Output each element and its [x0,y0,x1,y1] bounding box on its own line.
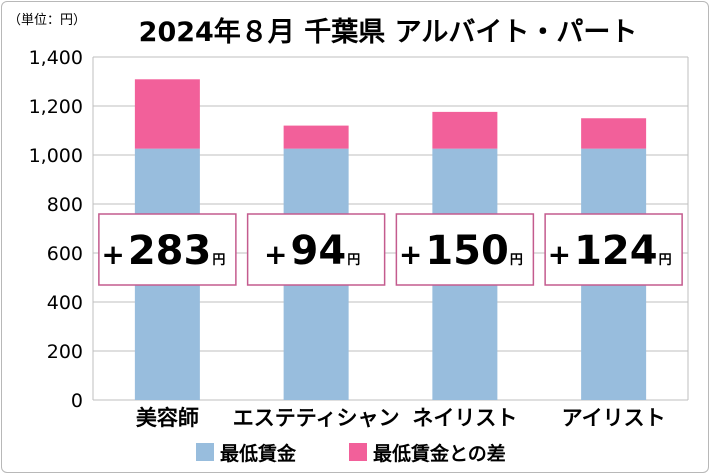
difference-sign: + [399,238,422,271]
legend-swatch [196,443,214,461]
difference-value: 150 [425,228,509,274]
y-axis-ticks: 0 200 400 600 800 1,000 1,200 1,400 [29,47,83,412]
bar-wage-difference [581,118,647,149]
difference-unit: 円 [212,253,225,268]
difference-label-box [395,213,535,286]
difference-label-box [544,213,683,286]
difference-value: 283 [128,228,212,274]
unit-label: （単位：円） [8,12,86,28]
y-tick-label: 1,000 [29,145,83,167]
y-tick-label: 1,200 [29,96,83,118]
y-tick-label: 400 [47,292,83,314]
difference-label: +283円 [101,228,225,274]
legend: 最低賃金 最低賃金との差 [196,442,506,465]
difference-label-box [98,213,237,286]
y-tick-label: 1,400 [29,47,83,69]
difference-labels: +283円 +94円 +150円 +124円 [98,213,683,286]
difference-unit: 円 [659,253,672,268]
difference-unit: 円 [510,253,523,268]
category-label: 美容師 [136,406,199,430]
difference-value: 94 [291,228,347,274]
legend-label: 最低賃金 [220,442,297,465]
bar-wage-difference [283,125,349,149]
category-label: エステティシャン [233,406,400,430]
difference-sign: + [264,238,287,271]
y-tick-label: 600 [47,243,83,265]
category-label: ネイリスト [412,406,517,430]
legend-swatch [349,443,367,461]
bar-wage-difference [134,79,200,149]
difference-label: +150円 [399,228,523,274]
chart-title: 2024年８月 千葉県 アルバイト・パート [139,16,638,48]
y-tick-label: 200 [47,341,83,363]
difference-sign: + [101,238,124,271]
category-label: アイリスト [562,406,666,430]
category-labels: 美容師 エステティシャン ネイリスト アイリスト [136,406,666,430]
y-tick-label: 0 [71,390,83,412]
difference-unit: 円 [347,253,360,268]
legend-label: 最低賃金との差 [373,442,506,465]
difference-sign: + [548,238,571,271]
difference-label-box [246,213,386,286]
difference-label: +124円 [548,228,672,274]
y-tick-label: 800 [47,194,83,216]
bar-wage-difference [432,111,498,149]
difference-label: +94円 [264,228,360,274]
difference-value: 124 [574,228,658,274]
